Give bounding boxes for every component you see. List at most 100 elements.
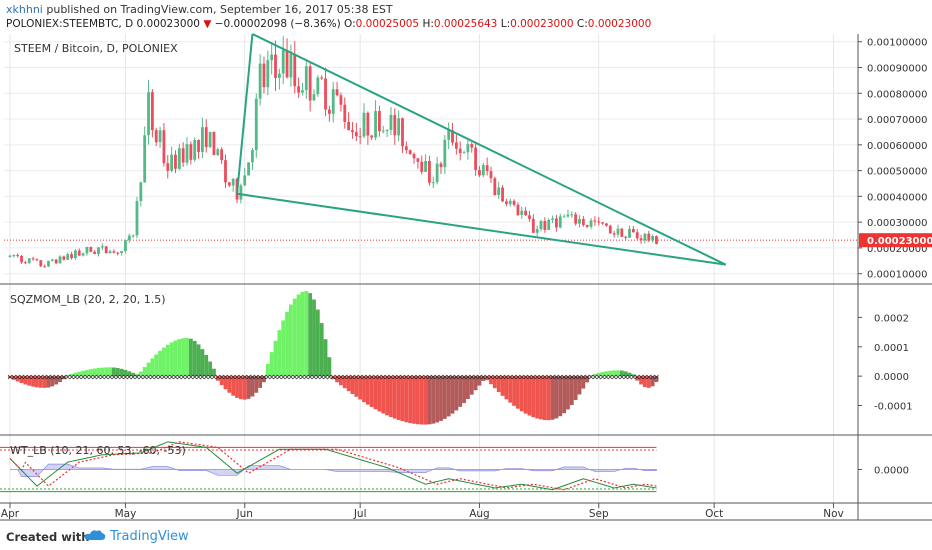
candle xyxy=(254,93,258,158)
trendline xyxy=(251,33,727,266)
tradingview-logo[interactable]: TradingView xyxy=(84,529,189,544)
cloud-icon xyxy=(84,530,106,540)
candle xyxy=(551,215,554,224)
momentum-bar xyxy=(77,371,82,377)
squeeze-marker: × xyxy=(511,373,518,382)
candle-body xyxy=(251,150,254,163)
squeeze-marker: × xyxy=(368,373,375,382)
candle-body xyxy=(374,111,377,138)
squeeze-marker: × xyxy=(230,373,237,382)
squeeze-marker: × xyxy=(542,373,549,382)
momentum-bar xyxy=(558,376,563,417)
candle-body xyxy=(347,121,351,131)
momentum-bar xyxy=(223,376,228,390)
candle-body xyxy=(612,233,616,235)
candle-body xyxy=(181,148,185,163)
candle-body xyxy=(131,235,135,237)
candle-body xyxy=(635,232,639,239)
squeeze-marker: × xyxy=(114,373,121,382)
squeeze-marker: × xyxy=(422,373,429,382)
candle xyxy=(177,143,181,171)
wavetrend-pane-title: WT_LB (10, 21, 60, 53, -60, -53) xyxy=(10,444,186,457)
candle-body xyxy=(489,171,493,179)
momentum-bar xyxy=(285,311,289,377)
candle-body xyxy=(608,225,612,234)
squeeze-marker: × xyxy=(157,373,164,382)
candle xyxy=(431,176,435,189)
squeeze-marker: × xyxy=(353,373,360,382)
momentum-bar xyxy=(181,338,186,377)
candle xyxy=(616,224,620,238)
momentum-bar xyxy=(88,369,93,377)
momentum-pane-title: SQZMOM_LB (20, 2, 20, 1.5) xyxy=(10,293,166,306)
candle xyxy=(497,181,501,200)
candle-body xyxy=(247,162,250,176)
candle-body xyxy=(304,66,308,91)
candle-body xyxy=(535,229,539,233)
x-tick-label: May xyxy=(115,508,137,520)
squeeze-marker: × xyxy=(149,373,156,382)
squeeze-marker: × xyxy=(545,373,552,382)
candle xyxy=(601,222,604,225)
candle-body xyxy=(454,142,458,149)
candle-body xyxy=(381,130,385,132)
candle-body xyxy=(43,266,47,268)
candle xyxy=(93,250,97,255)
momentum-bar xyxy=(119,368,124,377)
momentum-bar xyxy=(469,376,474,395)
momentum-bar xyxy=(442,376,447,419)
candle xyxy=(201,117,204,158)
candle-body xyxy=(512,200,516,205)
squeeze-marker: × xyxy=(80,373,87,382)
momentum-bar xyxy=(227,376,232,393)
squeeze-marker: × xyxy=(491,373,498,382)
squeeze-marker: × xyxy=(642,373,649,382)
author-link[interactable]: xkhhni xyxy=(6,3,43,16)
wave-trend xyxy=(0,441,657,493)
candle xyxy=(320,75,324,81)
momentum-bar xyxy=(158,350,162,377)
squeeze-marker: × xyxy=(41,373,48,382)
squeeze-marker: × xyxy=(561,373,568,382)
momentum-bar xyxy=(100,367,105,377)
candle xyxy=(197,139,200,159)
candle xyxy=(605,222,608,227)
candle xyxy=(362,103,366,139)
squeeze-marker: × xyxy=(111,373,118,382)
candle xyxy=(35,258,39,262)
y-tick-label: 0.00070000 xyxy=(867,115,927,126)
squeeze-marker: × xyxy=(214,373,221,382)
candle xyxy=(458,141,462,161)
candle-body xyxy=(12,255,16,257)
squeeze-marker: × xyxy=(272,373,279,382)
squeeze-marker: × xyxy=(307,373,314,382)
candle xyxy=(562,214,566,218)
candle-body xyxy=(485,165,489,172)
candle xyxy=(170,146,174,173)
candle xyxy=(585,224,589,229)
squeeze-marker: × xyxy=(499,373,506,382)
candle xyxy=(535,225,539,237)
candle-body xyxy=(524,210,528,216)
squeeze-marker: × xyxy=(314,373,321,382)
candle xyxy=(216,147,220,157)
candle xyxy=(247,162,250,176)
candle-body xyxy=(389,115,393,130)
y-tick-label: 0.0000 xyxy=(874,466,909,477)
momentum-bar xyxy=(346,376,351,392)
candle-body xyxy=(312,94,316,101)
momentum-bar xyxy=(131,372,136,377)
squeeze-marker: × xyxy=(137,373,144,382)
change-value: −0.00002098 (−8.36%) xyxy=(214,18,341,30)
trendlines[interactable] xyxy=(236,33,727,266)
candle-body xyxy=(220,149,224,161)
squeeze-marker: × xyxy=(184,373,191,382)
low-label: L: xyxy=(500,18,511,30)
candle-body xyxy=(100,246,104,248)
squeeze-marker: × xyxy=(515,373,522,382)
momentum-bar xyxy=(23,376,28,385)
momentum-bar xyxy=(135,374,139,377)
candle-body xyxy=(135,201,139,236)
candle xyxy=(285,38,289,79)
